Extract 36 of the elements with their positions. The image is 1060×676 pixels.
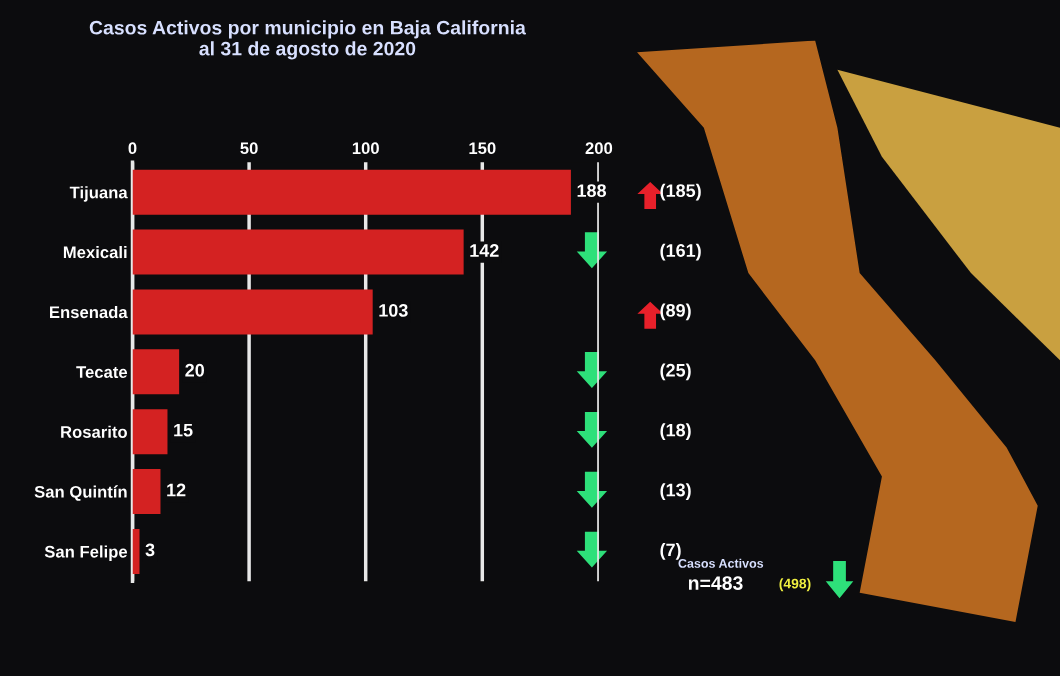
text: (7) <box>660 543 681 560</box>
data-label: 103 <box>379 303 408 317</box>
y-tick-label: Tecate <box>76 366 128 378</box>
bar <box>132 229 464 275</box>
bar <box>132 349 180 395</box>
text: (13) <box>660 483 691 500</box>
y-tick-label: Rosarito <box>61 425 127 438</box>
data-label: 142 <box>470 244 499 257</box>
x-tick-label: 0 <box>128 142 137 155</box>
text: Casos Activos <box>678 558 764 568</box>
chart-title: Casos Activos por municipio en Baja California al 31 de agosto de 2020 <box>89 20 526 60</box>
y-tick-label: Mexicali <box>63 246 127 259</box>
text: (89) <box>660 303 691 321</box>
data-label: 188 <box>577 184 607 198</box>
data-label: 20 <box>185 363 205 377</box>
text: (25) <box>660 363 691 381</box>
y-tick-label: San Felipe <box>44 545 128 561</box>
bar <box>132 409 168 455</box>
text: (498) <box>779 578 811 592</box>
x-tick-label: 200 <box>585 142 613 155</box>
bar <box>132 289 373 335</box>
text: (161) <box>660 243 701 261</box>
x-tick-label: 100 <box>352 142 379 155</box>
data-label: 3 <box>145 543 155 557</box>
x-tick-label: 50 <box>240 142 258 155</box>
text: (18) <box>660 423 691 441</box>
y-tick-label: Ensenada <box>50 305 128 319</box>
bar <box>132 169 571 215</box>
data-label: 12 <box>167 483 186 497</box>
data-label: 15 <box>174 423 193 437</box>
text: (185) <box>660 183 701 201</box>
y-tick-label: San Quintín <box>34 485 127 501</box>
bar <box>132 469 161 514</box>
y-tick-label: Tijuana <box>69 186 128 202</box>
x-tick-label: 150 <box>469 142 496 155</box>
text: n=483 <box>688 576 743 590</box>
